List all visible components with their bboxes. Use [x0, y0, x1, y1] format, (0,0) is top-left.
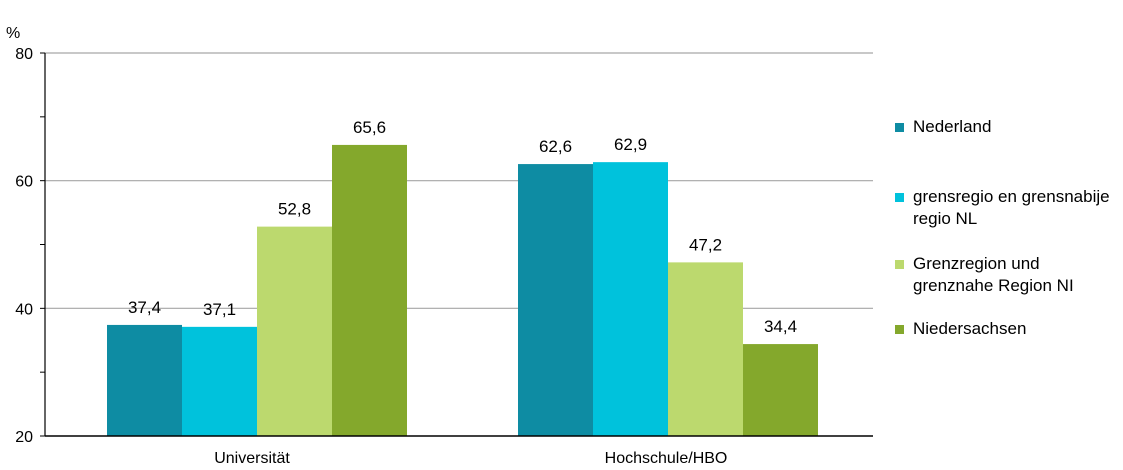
legend-swatch-niedersachsen — [895, 325, 904, 334]
data-label-hochschule-hbo-grensregio-en-grensnabije-regio-nl: 62,9 — [614, 135, 647, 154]
legend-item-grenzregion-ni: Grenzregion und grenznahe Region NI — [895, 253, 1118, 297]
legend-label-nederland: Nederland — [913, 117, 992, 136]
data-label-hochschule-hbo-grenzregion-und-grenznahe-region-ni: 47,2 — [689, 235, 722, 254]
bar-universit-t-grensregio-en-grensnabije-regio-nl — [182, 326, 257, 436]
legend-label-grensregio-nl: grensregio en grensnabije regio NL — [913, 187, 1110, 228]
legend-label-niedersachsen: Niedersachsen — [913, 319, 1027, 338]
y-tick-label-40: 40 — [15, 301, 33, 318]
y-axis-label: % — [6, 25, 20, 42]
bar-universit-t-niedersachsen — [332, 144, 407, 437]
y-tick-label-80: 80 — [15, 46, 33, 63]
legend-item-grensregio-nl: grensregio en grensnabije regio NL — [895, 186, 1118, 230]
legend-label-grenzregion-ni: Grenzregion und grenznahe Region NI — [913, 254, 1074, 295]
data-label-hochschule-hbo-nederland: 62,6 — [539, 137, 572, 156]
data-label-universit-t-grensregio-en-grensnabije-regio-nl: 37,1 — [203, 300, 236, 319]
legend-item-nederland: Nederland — [895, 116, 1118, 138]
legend-swatch-grenzregion-ni — [895, 260, 904, 269]
data-label-hochschule-hbo-niedersachsen: 34,4 — [764, 317, 797, 336]
bar-hochschule-hbo-nederland — [518, 164, 593, 436]
bar-hochschule-hbo-grensregio-en-grensnabije-regio-nl — [593, 162, 668, 436]
data-label-universit-t-grenzregion-und-grenznahe-region-ni: 52,8 — [278, 200, 311, 219]
y-tick-label-60: 60 — [15, 174, 33, 191]
legend-swatch-nederland — [895, 123, 904, 132]
category-label-hochschule-hbo: Hochschule/HBO — [605, 450, 728, 467]
legend-swatch-grensregio-nl — [895, 193, 904, 202]
data-label-universit-t-nederland: 37,4 — [128, 298, 161, 317]
category-label-universit-t: Universität — [214, 450, 290, 467]
bar-hochschule-hbo-niedersachsen — [743, 344, 818, 436]
bar-universit-t-grenzregion-und-grenznahe-region-ni — [257, 226, 332, 436]
bar-hochschule-hbo-grenzregion-und-grenznahe-region-ni — [668, 262, 743, 436]
y-tick-label-20: 20 — [15, 429, 33, 446]
legend-item-niedersachsen: Niedersachsen — [895, 318, 1118, 340]
bar-universit-t-nederland — [107, 324, 182, 436]
data-label-universit-t-niedersachsen: 65,6 — [353, 118, 386, 137]
